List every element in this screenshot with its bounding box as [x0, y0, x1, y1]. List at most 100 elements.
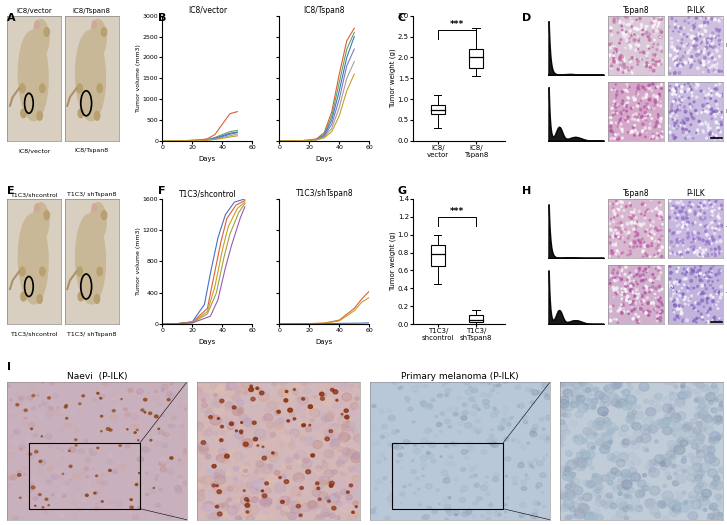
- Circle shape: [639, 321, 640, 322]
- Circle shape: [460, 490, 464, 492]
- Circle shape: [638, 38, 640, 39]
- Circle shape: [222, 503, 229, 509]
- Circle shape: [700, 265, 702, 268]
- Circle shape: [443, 478, 450, 483]
- Circle shape: [699, 119, 701, 121]
- Circle shape: [467, 450, 470, 452]
- Circle shape: [73, 511, 79, 516]
- Circle shape: [646, 407, 656, 416]
- Circle shape: [477, 408, 480, 411]
- Circle shape: [148, 390, 150, 392]
- Circle shape: [706, 17, 707, 18]
- Circle shape: [288, 501, 297, 509]
- Circle shape: [247, 505, 258, 514]
- Circle shape: [398, 387, 401, 390]
- Circle shape: [693, 25, 694, 26]
- Circle shape: [667, 476, 672, 480]
- Circle shape: [692, 223, 694, 224]
- Circle shape: [721, 117, 723, 118]
- Circle shape: [328, 500, 330, 502]
- Circle shape: [705, 225, 707, 228]
- Circle shape: [325, 496, 329, 500]
- Circle shape: [651, 18, 653, 19]
- Circle shape: [703, 496, 708, 500]
- Circle shape: [326, 384, 329, 387]
- Circle shape: [713, 316, 715, 319]
- Circle shape: [638, 45, 639, 46]
- Circle shape: [92, 464, 95, 467]
- Circle shape: [635, 490, 645, 498]
- Ellipse shape: [95, 111, 100, 120]
- Circle shape: [622, 63, 625, 66]
- Circle shape: [673, 128, 675, 129]
- Circle shape: [649, 400, 654, 404]
- Circle shape: [71, 409, 75, 413]
- Circle shape: [232, 451, 238, 456]
- Title: T1C3/shcontrol: T1C3/shcontrol: [11, 192, 58, 197]
- Circle shape: [698, 482, 704, 487]
- Circle shape: [574, 508, 585, 516]
- Circle shape: [673, 304, 675, 306]
- Circle shape: [400, 386, 403, 388]
- Circle shape: [286, 426, 297, 435]
- Circle shape: [624, 516, 629, 520]
- Circle shape: [44, 511, 47, 513]
- Circle shape: [566, 470, 572, 475]
- Title: P-ILK: P-ILK: [686, 189, 705, 198]
- Circle shape: [644, 291, 646, 294]
- Circle shape: [284, 399, 289, 403]
- Circle shape: [682, 206, 684, 209]
- Circle shape: [659, 125, 661, 128]
- Circle shape: [286, 426, 290, 429]
- Circle shape: [703, 407, 707, 411]
- Circle shape: [636, 274, 638, 276]
- Circle shape: [330, 496, 337, 501]
- Circle shape: [236, 516, 241, 521]
- Circle shape: [78, 449, 84, 454]
- Circle shape: [65, 405, 68, 406]
- Circle shape: [674, 420, 685, 429]
- Circle shape: [654, 64, 656, 67]
- Circle shape: [430, 407, 435, 411]
- Circle shape: [629, 30, 631, 32]
- Circle shape: [586, 429, 597, 438]
- Circle shape: [616, 113, 617, 114]
- Circle shape: [322, 463, 328, 468]
- Circle shape: [632, 300, 634, 302]
- Circle shape: [593, 388, 597, 392]
- Circle shape: [611, 252, 614, 255]
- Circle shape: [642, 485, 648, 491]
- Circle shape: [679, 307, 680, 309]
- Circle shape: [662, 503, 666, 507]
- Circle shape: [638, 505, 643, 508]
- Circle shape: [45, 434, 52, 439]
- Circle shape: [672, 206, 675, 209]
- Circle shape: [336, 400, 338, 401]
- Circle shape: [681, 306, 683, 308]
- Circle shape: [640, 108, 642, 111]
- Circle shape: [593, 433, 597, 436]
- Circle shape: [670, 422, 674, 425]
- Circle shape: [626, 106, 627, 108]
- Circle shape: [533, 509, 539, 513]
- Circle shape: [564, 466, 569, 469]
- Circle shape: [220, 425, 223, 428]
- Circle shape: [651, 301, 654, 304]
- Circle shape: [629, 202, 631, 204]
- Circle shape: [706, 240, 707, 243]
- Circle shape: [673, 72, 676, 75]
- Circle shape: [673, 281, 676, 284]
- Circle shape: [206, 483, 217, 492]
- Title: Naevi  (P-ILK): Naevi (P-ILK): [67, 372, 127, 381]
- Circle shape: [417, 384, 421, 387]
- Circle shape: [707, 297, 708, 299]
- Circle shape: [694, 211, 696, 213]
- Circle shape: [31, 396, 35, 400]
- Circle shape: [649, 467, 655, 472]
- Circle shape: [557, 434, 566, 442]
- Circle shape: [253, 433, 261, 439]
- Circle shape: [396, 460, 399, 463]
- Circle shape: [589, 404, 595, 410]
- Circle shape: [669, 247, 670, 248]
- Circle shape: [640, 488, 646, 492]
